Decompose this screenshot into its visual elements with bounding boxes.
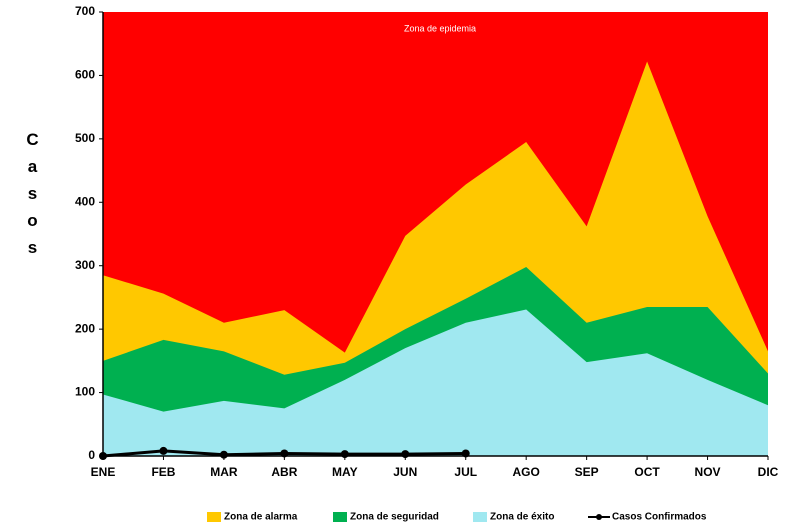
x-tick-label: OCT	[634, 465, 660, 479]
annotation: Zona de epidemia	[404, 23, 476, 33]
y-tick-label: 100	[75, 385, 95, 399]
legend-item: Casos Confirmados	[588, 512, 707, 523]
y-tick-label: 600	[75, 68, 95, 82]
x-tick-label: ENE	[91, 465, 116, 479]
legend-label: Casos Confirmados	[612, 512, 707, 523]
x-tick-label: MAY	[332, 465, 358, 479]
legend-item: Zona de éxito	[473, 512, 554, 523]
legend-marker	[596, 514, 602, 520]
x-tick-label: MAR	[210, 465, 238, 479]
y-tick-label: 0	[88, 448, 95, 462]
legend-label: Zona de seguridad	[350, 512, 439, 523]
y-tick-label: 700	[75, 4, 95, 18]
legend-swatch	[473, 512, 487, 522]
y-tick-label: 500	[75, 131, 95, 145]
x-tick-label: NOV	[695, 465, 721, 479]
y-axis-label: Casos	[23, 130, 42, 265]
area	[103, 309, 768, 456]
x-tick-label: ABR	[271, 465, 297, 479]
x-tick-label: AGO	[513, 465, 540, 479]
legend-item: Zona de alarma	[207, 512, 298, 523]
y-tick-label: 200	[75, 321, 95, 335]
x-tick-label: DIC	[758, 465, 779, 479]
point	[159, 446, 168, 455]
x-tick-label: FEB	[151, 465, 175, 479]
x-tick-label: JUL	[454, 465, 477, 479]
legend-swatch	[207, 512, 221, 522]
y-tick-label: 300	[75, 258, 95, 272]
legend-item: Zona de seguridad	[333, 512, 439, 523]
legend-label: Zona de éxito	[490, 512, 554, 523]
y-tick-label: 400	[75, 194, 95, 208]
legend-swatch	[333, 512, 347, 522]
x-tick-label: JUN	[393, 465, 417, 479]
legend-label: Zona de alarma	[224, 512, 298, 523]
x-tick-label: SEP	[575, 465, 599, 479]
